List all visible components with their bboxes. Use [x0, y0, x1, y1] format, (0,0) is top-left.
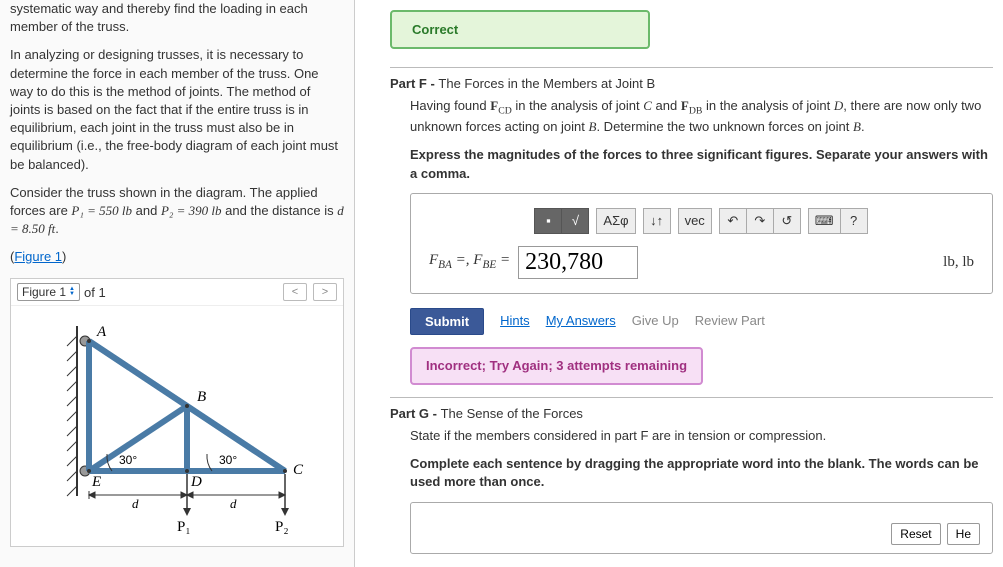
incorrect-feedback: Incorrect; Try Again; 3 attempts remaini… [410, 347, 703, 385]
figure-link[interactable]: Figure 1 [14, 249, 62, 264]
reset-drag-button[interactable]: Reset [891, 523, 940, 545]
figure-link-wrap: (Figure 1) [10, 248, 344, 266]
svg-text:E: E [91, 474, 101, 490]
figure-of: of 1 [84, 285, 106, 300]
part-g-instr: Complete each sentence by dragging the a… [410, 455, 993, 491]
figure-prev-button[interactable]: < [283, 283, 307, 301]
figure-next-button[interactable]: > [313, 283, 337, 301]
help-drag-button[interactable]: He [947, 523, 980, 545]
svg-text:d: d [230, 496, 237, 511]
hints-link[interactable]: Hints [500, 312, 530, 330]
undo-button[interactable]: ↶ [719, 208, 747, 234]
my-answers-link[interactable]: My Answers [546, 312, 616, 330]
part-f-desc: Having found FCD in the analysis of join… [410, 97, 993, 136]
figure-header: Figure 1 ▲▼ of 1 < > [11, 279, 343, 306]
subscript-button[interactable]: ↓↑ [643, 208, 671, 234]
reset-button[interactable]: ↺ [773, 208, 801, 234]
give-up-link[interactable]: Give Up [632, 312, 679, 330]
left-panel: systematic way and thereby find the load… [0, 0, 355, 567]
svg-text:30°: 30° [119, 453, 137, 467]
part-g-desc: State if the members considered in part … [410, 427, 993, 445]
problem-text: systematic way and thereby find the load… [10, 0, 344, 266]
drag-area[interactable]: Reset He [410, 502, 993, 554]
svg-text:D: D [190, 474, 202, 490]
sqrt-icon[interactable]: √ [561, 208, 589, 234]
part-g-header: Part G - The Sense of the Forces [390, 397, 993, 421]
svg-text:B: B [197, 389, 206, 405]
review-link[interactable]: Review Part [695, 312, 765, 330]
truss-diagram: A B C D E 30° 30° P₁ P₂ [37, 316, 317, 536]
template-icon[interactable]: ▪ [534, 208, 562, 234]
para3: Consider the truss shown in the diagram.… [10, 184, 344, 239]
unit-label: lb, lb [943, 252, 974, 273]
answer-row: FBA =, FBE = lb, lb [429, 246, 974, 279]
para1: systematic way and thereby find the load… [10, 0, 344, 36]
svg-text:A: A [96, 324, 107, 340]
figure-select[interactable]: Figure 1 ▲▼ [17, 283, 80, 301]
answer-box: ▪ √ ΑΣφ ↓↑ vec ↶ ↷ ↺ [410, 193, 993, 294]
figure-body: A B C D E 30° 30° P₁ P₂ [11, 306, 343, 546]
svg-text:C: C [293, 462, 304, 478]
keyboard-button[interactable]: ⌨ [808, 208, 841, 234]
svg-text:P₂: P₂ [275, 519, 289, 535]
redo-button[interactable]: ↷ [746, 208, 774, 234]
part-g-body: State if the members considered in part … [390, 421, 993, 560]
equation-toolbar: ▪ √ ΑΣφ ↓↑ vec ↶ ↷ ↺ [429, 208, 974, 234]
greek-button[interactable]: ΑΣφ [596, 208, 635, 234]
part-f-header: Part F - The Forces in the Members at Jo… [390, 67, 993, 91]
para2: In analyzing or designing trusses, it is… [10, 46, 344, 173]
svg-text:d: d [132, 496, 139, 511]
submit-row: Submit Hints My Answers Give Up Review P… [410, 308, 993, 335]
part-f-body: Having found FCD in the analysis of join… [390, 91, 993, 391]
part-f-instr: Express the magnitudes of the forces to … [410, 146, 993, 182]
help-button[interactable]: ? [840, 208, 868, 234]
svg-text:30°: 30° [219, 453, 237, 467]
answer-input[interactable] [518, 246, 638, 279]
figure-box: Figure 1 ▲▼ of 1 < > [10, 278, 344, 547]
correct-feedback: Correct [390, 10, 650, 49]
answer-label: FBA =, FBE = [429, 250, 510, 274]
vec-button[interactable]: vec [678, 208, 712, 234]
submit-button[interactable]: Submit [410, 308, 484, 335]
right-panel: Correct Part F - The Forces in the Membe… [355, 0, 1003, 567]
svg-text:P₁: P₁ [177, 519, 191, 535]
